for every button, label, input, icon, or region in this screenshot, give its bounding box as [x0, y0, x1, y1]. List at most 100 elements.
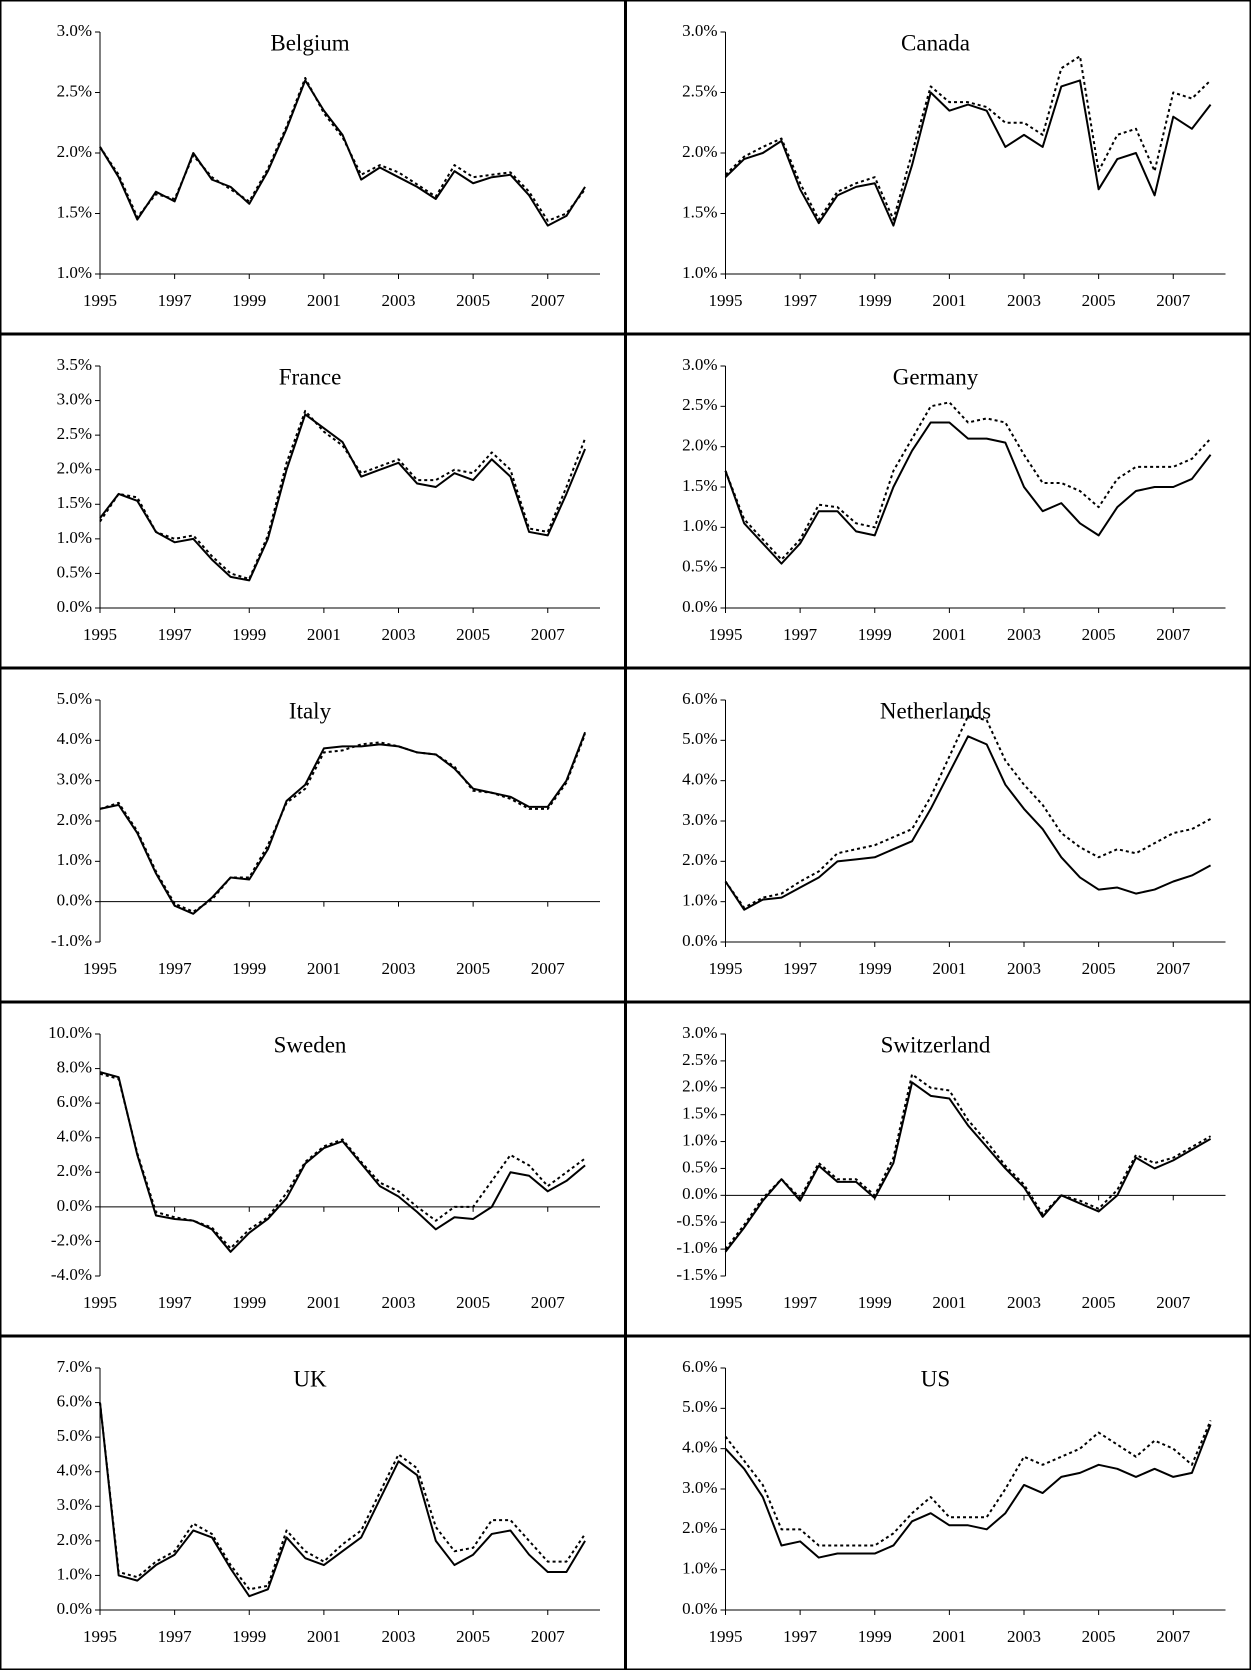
y-tick-label: 3.0% [57, 770, 92, 789]
y-tick-label: 3.0% [57, 1495, 92, 1514]
x-tick-label: 1999 [858, 959, 892, 978]
x-tick-label: 1995 [709, 1293, 743, 1312]
y-tick-label: 1.0% [57, 850, 92, 869]
x-tick-label: 2007 [1156, 625, 1191, 644]
x-tick-label: 1995 [83, 291, 117, 310]
chart-title: Belgium [270, 30, 349, 55]
y-tick-label: -4.0% [51, 1265, 92, 1284]
x-tick-label: 2003 [382, 1293, 416, 1312]
x-tick-label: 1997 [783, 625, 818, 644]
y-tick-label: 2.0% [57, 810, 92, 829]
y-tick-label: 2.0% [57, 1161, 92, 1180]
x-tick-label: 2005 [456, 625, 490, 644]
y-tick-label: 0.0% [682, 1599, 717, 1618]
y-tick-label: 6.0% [682, 1357, 717, 1376]
y-tick-label: 1.0% [57, 1564, 92, 1583]
y-tick-label: 0.0% [682, 1184, 717, 1203]
y-tick-label: 1.5% [682, 476, 717, 495]
y-tick-label: 4.0% [57, 729, 92, 748]
y-tick-label: 3.0% [682, 21, 717, 40]
y-tick-label: 0.0% [57, 1196, 92, 1215]
x-tick-label: 2005 [456, 291, 490, 310]
y-tick-label: 5.0% [57, 689, 92, 708]
y-tick-label: 1.5% [682, 1104, 717, 1123]
x-tick-label: 2003 [1007, 625, 1041, 644]
x-tick-label: 1997 [158, 291, 193, 310]
y-tick-label: 6.0% [57, 1391, 92, 1410]
y-tick-label: 0.0% [682, 597, 717, 616]
x-tick-label: 2003 [382, 959, 416, 978]
y-tick-label: 3.0% [682, 1478, 717, 1497]
y-tick-label: 5.0% [682, 1397, 717, 1416]
y-tick-label: -1.0% [676, 1238, 717, 1257]
chart-title: Switzerland [881, 1032, 991, 1057]
y-tick-label: 0.0% [57, 891, 92, 910]
x-tick-label: 2001 [307, 1293, 341, 1312]
series-line [724, 735, 1212, 911]
x-tick-label: 2001 [307, 1627, 341, 1646]
x-tick-label: 2005 [1082, 291, 1116, 310]
y-tick-label: 8.0% [57, 1057, 92, 1076]
chart-title: Canada [901, 30, 970, 55]
y-tick-label: 1.5% [57, 202, 92, 221]
x-tick-label: 2007 [1156, 959, 1191, 978]
x-tick-label: 2003 [382, 1627, 416, 1646]
panel-border [625, 1002, 1251, 1336]
y-tick-label: 1.0% [682, 1130, 717, 1149]
y-tick-label: 2.0% [682, 850, 717, 869]
x-tick-label: 1995 [709, 291, 743, 310]
y-tick-label: 2.0% [682, 436, 717, 455]
x-tick-label: 1999 [232, 1627, 266, 1646]
y-tick-label: 1.0% [682, 263, 717, 282]
y-tick-label: 2.0% [57, 142, 92, 161]
x-tick-label: 2005 [1082, 1627, 1116, 1646]
x-tick-label: 1995 [709, 625, 743, 644]
y-tick-label: 1.0% [57, 263, 92, 282]
y-tick-label: -2.0% [51, 1230, 92, 1249]
y-tick-label: 2.5% [682, 81, 717, 100]
y-tick-label: 0.5% [682, 1157, 717, 1176]
x-tick-label: 1995 [709, 959, 743, 978]
y-tick-label: 3.0% [682, 810, 717, 829]
y-tick-label: 0.0% [682, 931, 717, 950]
x-tick-label: 2005 [456, 1627, 490, 1646]
panel-border [0, 334, 626, 668]
y-tick-label: 3.5% [57, 355, 92, 374]
chart-title: UK [293, 1366, 327, 1391]
y-tick-label: 1.0% [682, 516, 717, 535]
chart-title: Netherlands [880, 698, 991, 723]
series-line [99, 413, 586, 582]
panel-border [0, 0, 626, 334]
series-line [724, 55, 1212, 221]
series-line [724, 1081, 1212, 1253]
series-line [724, 79, 1212, 227]
x-tick-label: 1995 [83, 625, 117, 644]
x-tick-label: 2003 [1007, 291, 1041, 310]
x-tick-label: 1999 [232, 625, 266, 644]
x-tick-label: 1997 [158, 1627, 193, 1646]
y-tick-label: -0.5% [676, 1211, 717, 1230]
panel-border [625, 1336, 1251, 1670]
series-line [99, 409, 587, 580]
y-tick-label: 0.5% [57, 562, 92, 581]
y-tick-label: 2.5% [57, 424, 92, 443]
y-tick-label: 3.0% [57, 389, 92, 408]
x-tick-label: 2003 [1007, 959, 1041, 978]
y-tick-label: 10.0% [48, 1023, 92, 1042]
chart-title: Germany [893, 364, 979, 389]
panel-border [0, 668, 626, 1002]
series-line [99, 1071, 586, 1253]
x-tick-label: 2007 [1156, 1627, 1191, 1646]
series-line [99, 733, 587, 913]
x-tick-label: 2001 [307, 625, 341, 644]
panel-border [625, 334, 1251, 668]
chart-title: France [279, 364, 342, 389]
chart-title: Sweden [274, 1032, 347, 1057]
x-tick-label: 1995 [83, 1293, 117, 1312]
x-tick-label: 1999 [858, 291, 892, 310]
y-tick-label: 3.0% [682, 1023, 717, 1042]
x-tick-label: 2003 [1007, 1627, 1041, 1646]
x-tick-label: 2001 [307, 291, 341, 310]
y-tick-label: 6.0% [57, 1092, 92, 1111]
x-tick-label: 2007 [531, 1293, 566, 1312]
